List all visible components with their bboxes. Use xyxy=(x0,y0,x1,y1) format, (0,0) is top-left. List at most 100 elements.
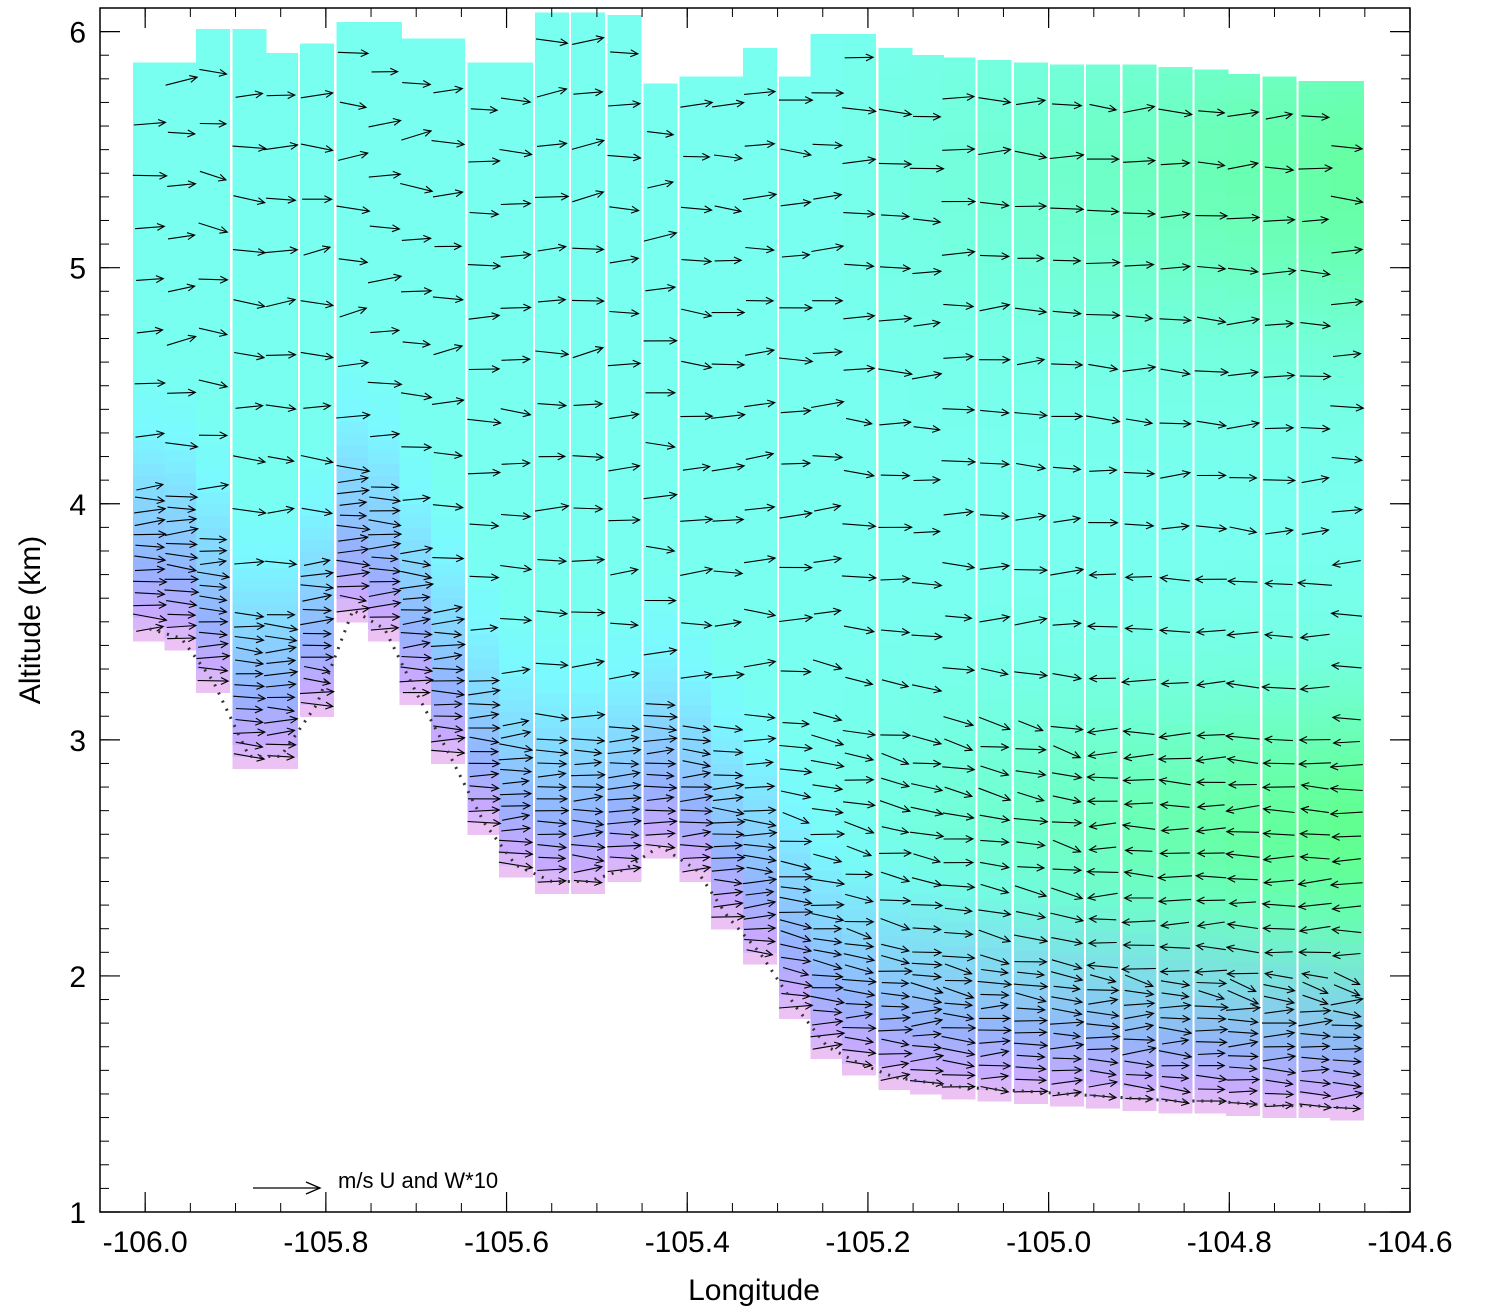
field-cell xyxy=(977,924,1012,937)
field-cell xyxy=(909,492,944,505)
wind-arrow xyxy=(913,319,942,328)
field-cell xyxy=(878,1018,913,1031)
wind-arrow xyxy=(571,736,606,745)
field-cell xyxy=(711,680,746,694)
wind-arrow-head xyxy=(421,616,431,625)
field-cell xyxy=(679,610,714,623)
wind-arrow-head xyxy=(255,717,264,726)
wind-arrow-head xyxy=(189,493,199,502)
wind-arrow xyxy=(980,200,1010,209)
wind-arrow-shaft xyxy=(645,843,675,849)
field-cell xyxy=(679,267,714,281)
wind-arrow-head xyxy=(967,1024,977,1032)
wind-arrow-head xyxy=(1038,957,1048,966)
field-cell xyxy=(1158,534,1193,547)
field-cell xyxy=(1122,650,1157,663)
wind-arrow-shaft xyxy=(199,631,227,636)
wind-arrow-shaft xyxy=(682,748,711,755)
wind-arrow xyxy=(339,306,368,318)
field-cell xyxy=(1013,348,1048,361)
wind-arrow-head xyxy=(325,352,335,361)
field-cell xyxy=(1013,466,1048,479)
wind-arrow-shaft xyxy=(573,91,603,95)
field-cell xyxy=(742,775,777,788)
wind-arrow-head xyxy=(289,668,299,677)
field-cell xyxy=(399,539,434,552)
wind-arrow xyxy=(880,627,911,636)
field-cell xyxy=(842,850,877,864)
wind-arrow xyxy=(743,608,777,619)
field-cell xyxy=(941,178,976,191)
wind-arrow-head xyxy=(1002,793,1012,802)
wind-arrow-shaft xyxy=(743,660,776,668)
wind-arrow xyxy=(336,464,371,474)
field-cell xyxy=(909,551,944,564)
field-cell xyxy=(941,237,976,250)
field-cell xyxy=(742,515,777,528)
field-cell xyxy=(909,763,944,776)
wind-arrow-shaft xyxy=(846,927,872,939)
wind-arrow xyxy=(469,711,500,720)
wind-arrow xyxy=(1014,566,1049,575)
field-cell xyxy=(711,397,746,410)
wind-arrow-shaft xyxy=(812,659,842,670)
field-cell xyxy=(1330,1108,1364,1121)
field-cell xyxy=(810,763,845,776)
field-cell xyxy=(742,492,777,505)
wind-arrow xyxy=(265,350,297,359)
field-cell xyxy=(164,237,199,250)
field-cell xyxy=(1298,350,1333,363)
field-cell xyxy=(431,161,466,174)
wind-arrow-head xyxy=(423,630,433,639)
field-cell xyxy=(1013,938,1048,951)
field-cell xyxy=(878,593,913,606)
wind-arrow-head xyxy=(1002,909,1012,918)
wind-arrow-head xyxy=(802,956,812,965)
field-cell xyxy=(232,390,267,403)
wind-arrow xyxy=(1050,971,1084,983)
wind-arrow xyxy=(264,668,299,677)
field-cell xyxy=(498,746,533,760)
field-cell xyxy=(842,685,877,698)
field-cell xyxy=(535,373,569,387)
field-cell xyxy=(1262,1034,1297,1048)
wind-arrow-shaft xyxy=(879,800,911,812)
field-cell xyxy=(941,886,976,899)
field-cell xyxy=(1262,161,1297,174)
wind-arrow-shaft xyxy=(164,589,199,593)
field-cell xyxy=(1050,881,1084,894)
wind-arrow-head xyxy=(254,647,264,656)
field-cell xyxy=(1262,291,1297,304)
wind-arrow-shaft xyxy=(134,568,165,572)
wind-arrow xyxy=(881,679,910,689)
field-cell xyxy=(498,156,533,170)
wind-arrow-head xyxy=(523,303,532,312)
field-cell xyxy=(1158,333,1193,347)
field-cell xyxy=(941,673,976,687)
field-cell xyxy=(1330,388,1364,401)
field-cell xyxy=(742,196,777,210)
field-cell xyxy=(498,239,533,252)
field-cell xyxy=(164,414,199,427)
wind-arrow xyxy=(434,630,463,639)
wind-arrow xyxy=(534,502,570,512)
wind-arrow-shaft xyxy=(912,974,941,978)
field-cell xyxy=(498,841,533,854)
wind-arrow xyxy=(573,807,604,816)
wind-arrow-shaft xyxy=(607,154,641,159)
wind-arrow xyxy=(644,725,678,734)
wind-arrow xyxy=(572,819,605,828)
wind-arrow xyxy=(538,854,567,863)
field-cell xyxy=(1226,961,1261,975)
wind-arrow-shaft xyxy=(714,621,741,627)
field-cell xyxy=(679,822,714,835)
field-cell xyxy=(1194,853,1229,866)
wind-arrow xyxy=(945,613,973,622)
field-cell xyxy=(1226,666,1261,680)
field-cell xyxy=(399,208,434,222)
wind-arrow-shaft xyxy=(744,90,776,95)
field-cell xyxy=(431,527,466,540)
wind-arrow-head xyxy=(522,251,532,260)
field-cell xyxy=(1194,1053,1229,1067)
field-cell xyxy=(1158,640,1193,654)
